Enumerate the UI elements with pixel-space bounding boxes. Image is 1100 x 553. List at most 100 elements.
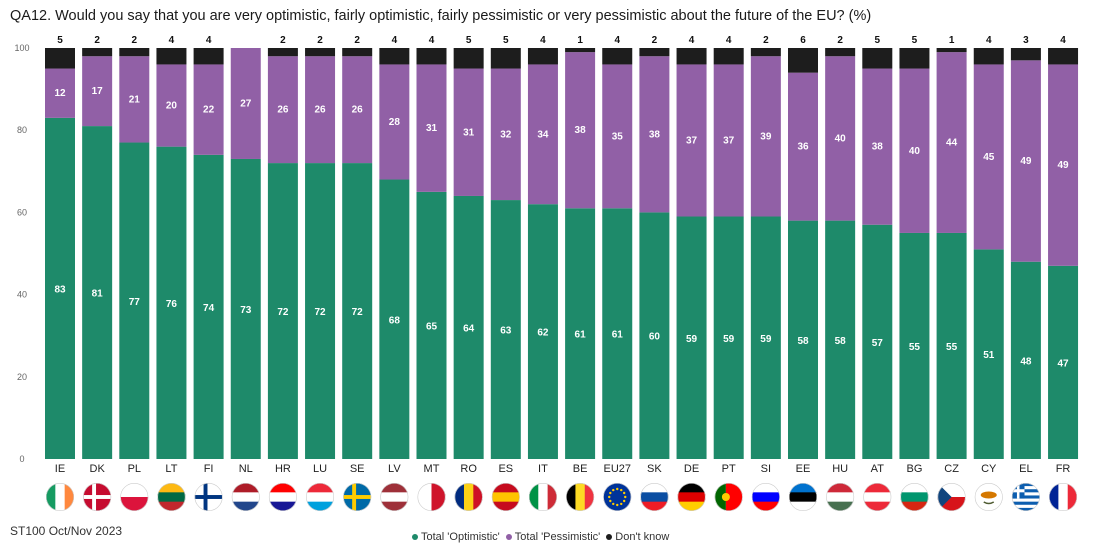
data-label: 49 bbox=[1020, 156, 1032, 167]
flag-outline bbox=[1049, 482, 1078, 511]
top-data-label: 5 bbox=[503, 35, 509, 46]
flag-outline bbox=[974, 482, 1003, 511]
footnote: ST100 Oct/Nov 2023 bbox=[10, 524, 123, 538]
legend-item-dont-know: Don't know bbox=[606, 531, 669, 543]
top-data-label: 2 bbox=[94, 35, 100, 46]
x-tick-label: RO bbox=[460, 463, 477, 475]
bar-segment bbox=[565, 208, 596, 459]
bar-segment bbox=[305, 56, 336, 164]
flag-es-icon bbox=[491, 483, 520, 511]
flag-outline bbox=[566, 482, 595, 511]
flag-outline bbox=[640, 482, 669, 511]
top-data-label: 2 bbox=[132, 35, 138, 46]
flag-sk-icon bbox=[640, 483, 669, 511]
x-tick-label: EU27 bbox=[603, 463, 631, 475]
top-data-label: 5 bbox=[57, 35, 63, 46]
bar-segment bbox=[193, 48, 224, 65]
bar-segment bbox=[45, 68, 75, 118]
bar-segment bbox=[602, 64, 633, 209]
bar-segment bbox=[156, 64, 187, 147]
flag-de-icon bbox=[677, 483, 706, 511]
data-label: 22 bbox=[203, 105, 215, 116]
data-label: 35 bbox=[612, 131, 624, 142]
data-label: 17 bbox=[92, 86, 104, 97]
bar-segment bbox=[490, 68, 521, 201]
legend-dot-optimistic bbox=[412, 534, 418, 540]
flag-nl-icon bbox=[231, 483, 260, 511]
bar-segment bbox=[305, 48, 336, 57]
flag-outline bbox=[120, 482, 149, 511]
flag-it-icon bbox=[528, 483, 557, 511]
flag-outline bbox=[83, 482, 112, 511]
bar-segment bbox=[713, 216, 744, 459]
flag-outline bbox=[863, 482, 892, 511]
bar-segment bbox=[750, 56, 781, 217]
flag-cy-icon bbox=[974, 483, 1003, 511]
bar-segment bbox=[119, 56, 150, 143]
flag-dk-icon bbox=[83, 483, 112, 511]
bar-segment bbox=[639, 56, 670, 213]
flag-si-icon bbox=[751, 483, 780, 511]
y-tick-label: 60 bbox=[17, 207, 27, 217]
flag-outline bbox=[900, 482, 929, 511]
x-tick-label: PT bbox=[722, 463, 736, 475]
x-tick-label: EE bbox=[796, 463, 811, 475]
data-label: 64 bbox=[463, 323, 475, 334]
bar-segment bbox=[45, 117, 75, 460]
x-tick-label: IE bbox=[55, 463, 65, 475]
bar-segment bbox=[490, 200, 521, 459]
bar-segment bbox=[639, 212, 670, 459]
flag-outline bbox=[677, 482, 706, 511]
data-label: 58 bbox=[835, 336, 847, 347]
bar-segment bbox=[973, 64, 1004, 250]
top-data-label: 4 bbox=[540, 35, 546, 46]
top-data-label: 2 bbox=[317, 35, 323, 46]
flag-outline bbox=[937, 482, 966, 511]
bar-segment bbox=[676, 48, 707, 65]
data-label: 83 bbox=[54, 284, 66, 295]
data-label: 55 bbox=[909, 342, 921, 353]
y-tick-label: 80 bbox=[17, 125, 27, 135]
flag-fr-icon bbox=[1049, 483, 1078, 511]
bar-segment bbox=[788, 220, 818, 459]
bar-segment bbox=[1048, 64, 1079, 266]
data-label: 37 bbox=[686, 135, 698, 146]
flag-outline bbox=[157, 482, 186, 511]
flag-ie-icon bbox=[46, 483, 74, 511]
x-tick-label: SE bbox=[350, 463, 365, 475]
flag-hu-icon bbox=[826, 483, 855, 511]
flag-outline bbox=[1011, 482, 1040, 511]
data-label: 26 bbox=[314, 105, 326, 116]
y-tick-label: 100 bbox=[14, 43, 29, 53]
bar-segment bbox=[416, 191, 447, 459]
flag-hr-icon bbox=[268, 483, 297, 511]
bar-segment bbox=[1048, 265, 1079, 459]
bar-segment bbox=[45, 48, 75, 69]
data-label: 60 bbox=[649, 332, 661, 343]
top-data-label: 2 bbox=[280, 35, 286, 46]
bar-segment bbox=[230, 48, 261, 159]
data-label: 27 bbox=[240, 98, 252, 109]
flag-outline bbox=[45, 482, 74, 511]
bar-segment bbox=[267, 48, 298, 57]
x-tick-label: PL bbox=[128, 463, 141, 475]
flag-outline bbox=[528, 482, 557, 511]
data-label: 76 bbox=[166, 299, 178, 310]
chart-title: QA12. Would you say that you are very op… bbox=[10, 8, 872, 24]
bar-segment bbox=[862, 48, 893, 69]
bar-segment bbox=[713, 48, 744, 65]
data-label: 74 bbox=[203, 303, 215, 314]
x-tick-label: AT bbox=[871, 463, 885, 475]
bar-segment bbox=[825, 56, 856, 221]
top-data-label: 1 bbox=[577, 35, 583, 46]
x-tick-label: HR bbox=[275, 463, 291, 475]
top-data-label: 4 bbox=[689, 35, 695, 46]
top-data-label: 5 bbox=[912, 35, 918, 46]
x-tick-label: MT bbox=[424, 463, 440, 475]
bar-segment bbox=[527, 48, 558, 65]
data-label: 26 bbox=[277, 105, 289, 116]
flag-lt-icon bbox=[157, 483, 186, 511]
x-tick-label: DE bbox=[684, 463, 699, 475]
data-label: 45 bbox=[983, 152, 995, 163]
bar-segment bbox=[750, 216, 781, 459]
